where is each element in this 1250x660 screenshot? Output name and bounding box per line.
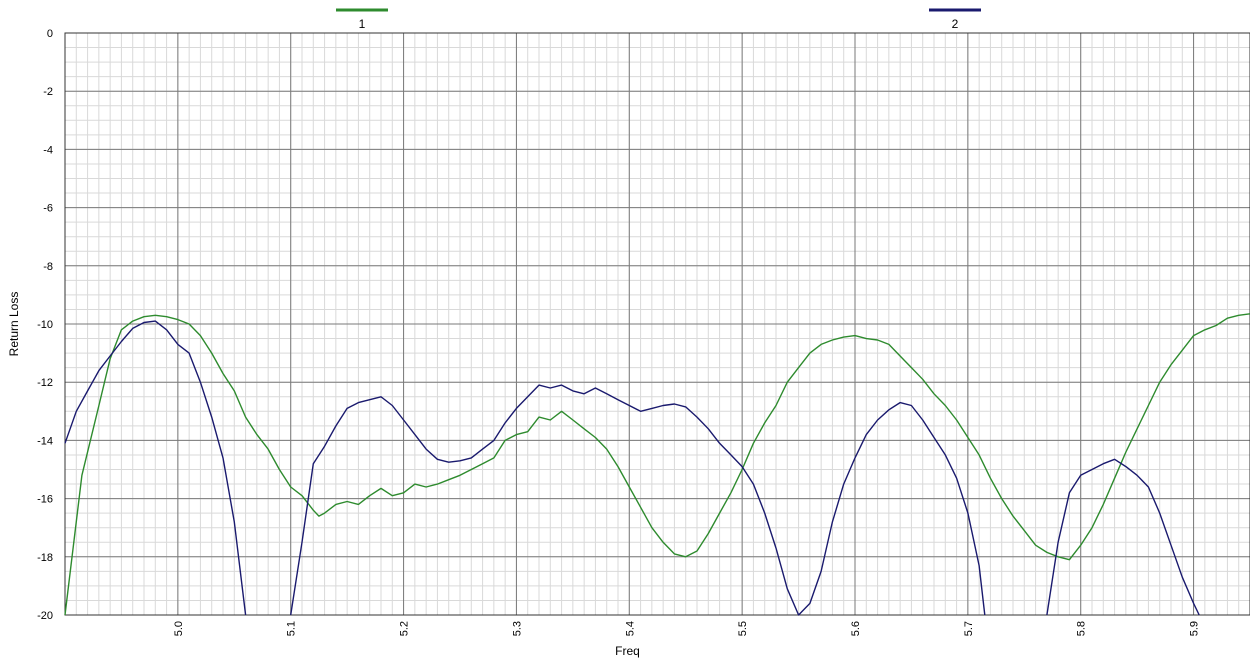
y-tick-label: -20 <box>37 610 53 622</box>
x-tick-label: 5.0 <box>173 621 185 636</box>
series-layer <box>64 313 1250 616</box>
y-axis-label: Return Loss <box>7 292 21 357</box>
x-tick-labels: 5.0 5.1 5.2 5.3 5.4 5.5 5.6 5.7 5.8 5.9 <box>173 621 1201 636</box>
y-tick-label: -16 <box>37 494 53 506</box>
series-2-line <box>290 384 986 616</box>
y-tick-label: -10 <box>37 319 53 331</box>
x-axis-label: Freq <box>615 644 640 658</box>
legend-label-1: 1 <box>359 17 366 31</box>
y-tick-label: 0 <box>47 28 53 40</box>
y-tick-label: -4 <box>43 144 53 156</box>
y-tick-label: -8 <box>43 261 53 273</box>
x-tick-label: 5.5 <box>737 621 749 636</box>
y-tick-label: -12 <box>37 377 53 389</box>
x-tick-label: 5.7 <box>963 621 975 636</box>
x-tick-label: 5.2 <box>399 621 411 636</box>
series-2-line <box>1046 458 1200 616</box>
y-tick-label: -6 <box>43 203 53 215</box>
major-grid <box>65 32 1250 616</box>
x-tick-label: 5.9 <box>1189 621 1201 636</box>
x-tick-label: 5.8 <box>1076 621 1088 636</box>
series-2-line <box>64 320 247 616</box>
plot-frame <box>64 32 1250 616</box>
y-tick-labels: 0 -2 -4 -6 -8 -10 -12 -14 -16 -18 -20 <box>37 28 53 622</box>
y-tick-label: -14 <box>37 435 53 447</box>
x-tick-label: 5.3 <box>511 621 523 636</box>
x-tick-label: 5.6 <box>850 621 862 636</box>
y-tick-label: -2 <box>43 86 53 98</box>
y-tick-label: -18 <box>37 552 53 564</box>
series-1-line <box>64 313 1250 616</box>
x-tick-label: 5.1 <box>286 621 298 636</box>
x-tick-label: 5.4 <box>624 621 636 636</box>
legend-label-2: 2 <box>952 17 959 31</box>
